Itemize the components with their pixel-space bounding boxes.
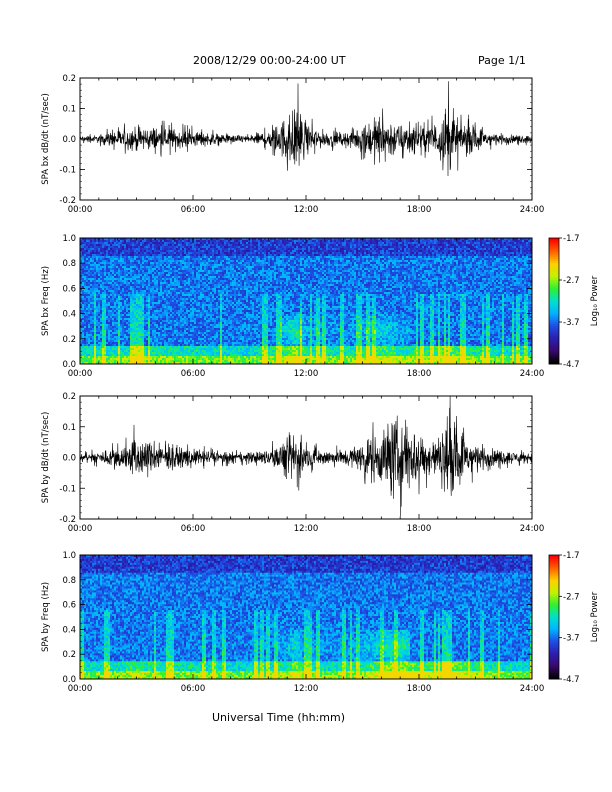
y-tick-label: 0.2 [62, 74, 76, 84]
y-tick-label: 0.0 [62, 135, 76, 145]
y-axis-label: SPA bx dB/dt (nT/sec) [41, 93, 51, 185]
x-tick-label: 12:00 [294, 205, 319, 215]
y-tick-label: -0.2 [59, 196, 76, 206]
dbdt-trace-panel: 00:00 06:00 12:00 18:00 24:00 0.2 0.1 0.0 -0.1 -0… [41, 74, 544, 215]
figure-canvas: 00:00 06:00 12:00 18:00 24:00 0.2 0.1 0.0 -0.1 -0… [0, 0, 612, 792]
y-tick-label: -0.1 [59, 166, 76, 176]
spectrogram-cells [80, 238, 532, 364]
x-tick-label: 06:00 [181, 205, 206, 215]
x-tick-label: 18:00 [407, 205, 432, 215]
signal-trace-line [80, 81, 532, 176]
magnetometer-report-page: 2008/12/29 00:00-24:00 UT Page 1/1 00:00… [0, 0, 612, 792]
x-tick-label: 00:00 [68, 205, 93, 215]
x-tick-label: 24:00 [520, 205, 545, 215]
y-tick-label: 0.1 [62, 105, 76, 115]
